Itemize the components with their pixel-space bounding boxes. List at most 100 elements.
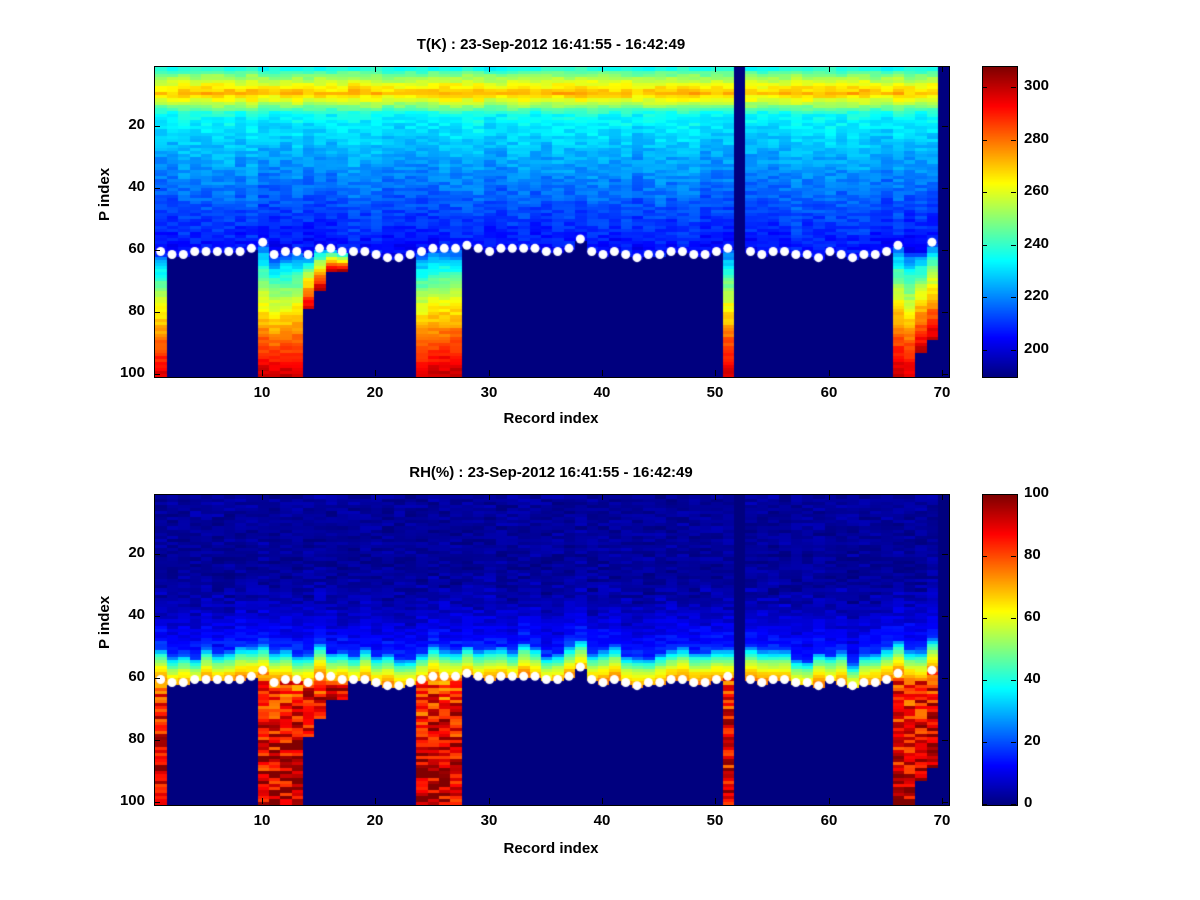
- colorbar-tick-mark-220: [982, 297, 987, 298]
- x-tick-mark-top-30: [489, 494, 490, 500]
- y-tick-mark-right-80: [942, 312, 948, 313]
- colorbar-tick-label-200: 200: [1024, 340, 1050, 357]
- colorbar-tick-mark-right-40: [1011, 680, 1016, 681]
- y-tick-mark-40: [154, 616, 160, 617]
- y-tick-label-20: 20: [128, 116, 145, 133]
- y-tick-mark-right-80: [942, 740, 948, 741]
- colorbar-tick-mark-300: [982, 87, 987, 88]
- x-tick-mark-top-20: [375, 494, 376, 500]
- x-tick-label-70: 70: [933, 812, 951, 829]
- colorbar-tick-label-20: 20: [1024, 732, 1041, 749]
- y-tick-label-40: 40: [128, 606, 145, 623]
- y-tick-mark-20: [154, 126, 160, 127]
- y-tick-label-80: 80: [128, 730, 145, 747]
- x-tick-mark-top-40: [602, 494, 603, 500]
- x-tick-mark-top-20: [375, 66, 376, 72]
- x-tick-label-70: 70: [933, 384, 951, 401]
- x-tick-mark-50: [715, 798, 716, 804]
- x-tick-mark-top-50: [715, 494, 716, 500]
- x-tick-mark-20: [375, 370, 376, 376]
- humidity-colorbar-canvas: [983, 495, 1017, 805]
- temperature-colorbar[interactable]: [982, 66, 1018, 378]
- y-tick-mark-right-60: [942, 250, 948, 251]
- y-tick-mark-right-20: [942, 126, 948, 127]
- colorbar-tick-mark-right-260: [1011, 192, 1016, 193]
- colorbar-tick-mark-40: [982, 680, 987, 681]
- x-tick-label-50: 50: [706, 812, 724, 829]
- colorbar-tick-label-40: 40: [1024, 670, 1041, 687]
- x-tick-mark-40: [602, 370, 603, 376]
- y-tick-mark-right-100: [942, 802, 948, 803]
- colorbar-tick-mark-260: [982, 192, 987, 193]
- x-tick-mark-70: [942, 798, 943, 804]
- y-tick-mark-right-20: [942, 554, 948, 555]
- x-tick-mark-top-50: [715, 66, 716, 72]
- y-tick-label-100: 100: [119, 792, 145, 809]
- x-tick-mark-top-40: [602, 66, 603, 72]
- x-tick-label-10: 10: [253, 812, 271, 829]
- y-tick-label-60: 60: [128, 240, 145, 257]
- x-tick-label-50: 50: [706, 384, 724, 401]
- humidity-colorbar[interactable]: [982, 494, 1018, 806]
- temperature-chart-title: T(K) : 23-Sep-2012 16:41:55 - 16:42:49: [416, 36, 686, 53]
- colorbar-tick-mark-280: [982, 140, 987, 141]
- colorbar-tick-label-0: 0: [1024, 794, 1033, 811]
- colorbar-tick-label-280: 280: [1024, 130, 1050, 147]
- colorbar-tick-mark-80: [982, 556, 987, 557]
- temperature-y-axis-label: P index: [96, 167, 113, 221]
- y-tick-label-100: 100: [119, 364, 145, 381]
- x-tick-mark-top-70: [942, 494, 943, 500]
- x-tick-label-10: 10: [253, 384, 271, 401]
- colorbar-tick-mark-right-60: [1011, 618, 1016, 619]
- colorbar-tick-mark-20: [982, 742, 987, 743]
- temperature-heatmap-axes[interactable]: [154, 66, 950, 378]
- x-tick-label-40: 40: [593, 812, 611, 829]
- humidity-heatmap-axes[interactable]: [154, 494, 950, 806]
- y-tick-mark-60: [154, 250, 160, 251]
- colorbar-tick-label-260: 260: [1024, 182, 1050, 199]
- colorbar-tick-mark-240: [982, 245, 987, 246]
- colorbar-tick-mark-0: [982, 804, 987, 805]
- humidity-x-axis-label: Record index: [503, 840, 599, 857]
- x-tick-mark-60: [829, 798, 830, 804]
- x-tick-label-60: 60: [820, 384, 838, 401]
- colorbar-tick-mark-right-0: [1011, 804, 1016, 805]
- humidity-chart-title: RH(%) : 23-Sep-2012 16:41:55 - 16:42:49: [409, 464, 693, 481]
- colorbar-tick-mark-right-200: [1011, 350, 1016, 351]
- colorbar-tick-mark-60: [982, 618, 987, 619]
- temperature-colorbar-canvas: [983, 67, 1017, 377]
- x-tick-mark-top-70: [942, 66, 943, 72]
- temperature-heatmap-canvas: [155, 67, 949, 377]
- colorbar-tick-mark-right-300: [1011, 87, 1016, 88]
- x-tick-mark-30: [489, 370, 490, 376]
- x-tick-mark-top-60: [829, 494, 830, 500]
- y-tick-label-60: 60: [128, 668, 145, 685]
- x-tick-mark-60: [829, 370, 830, 376]
- colorbar-tick-mark-right-20: [1011, 742, 1016, 743]
- colorbar-tick-mark-200: [982, 350, 987, 351]
- colorbar-tick-label-300: 300: [1024, 77, 1050, 94]
- y-tick-mark-80: [154, 740, 160, 741]
- temperature-x-axis-label: Record index: [503, 410, 599, 427]
- x-tick-mark-10: [262, 798, 263, 804]
- humidity-heatmap-canvas: [155, 495, 949, 805]
- colorbar-tick-label-240: 240: [1024, 235, 1050, 252]
- x-tick-mark-top-30: [489, 66, 490, 72]
- colorbar-tick-label-100: 100: [1024, 484, 1050, 501]
- colorbar-tick-mark-right-280: [1011, 140, 1016, 141]
- x-tick-mark-30: [489, 798, 490, 804]
- y-tick-mark-right-60: [942, 678, 948, 679]
- humidity-y-axis-label: P index: [96, 595, 113, 649]
- y-tick-mark-right-40: [942, 188, 948, 189]
- x-tick-label-30: 30: [480, 384, 498, 401]
- x-tick-mark-top-10: [262, 494, 263, 500]
- x-tick-label-20: 20: [366, 812, 384, 829]
- x-tick-mark-20: [375, 798, 376, 804]
- y-tick-mark-right-100: [942, 374, 948, 375]
- y-tick-mark-20: [154, 554, 160, 555]
- y-tick-mark-80: [154, 312, 160, 313]
- y-tick-mark-40: [154, 188, 160, 189]
- colorbar-tick-mark-right-220: [1011, 297, 1016, 298]
- y-tick-label-20: 20: [128, 544, 145, 561]
- x-tick-label-60: 60: [820, 812, 838, 829]
